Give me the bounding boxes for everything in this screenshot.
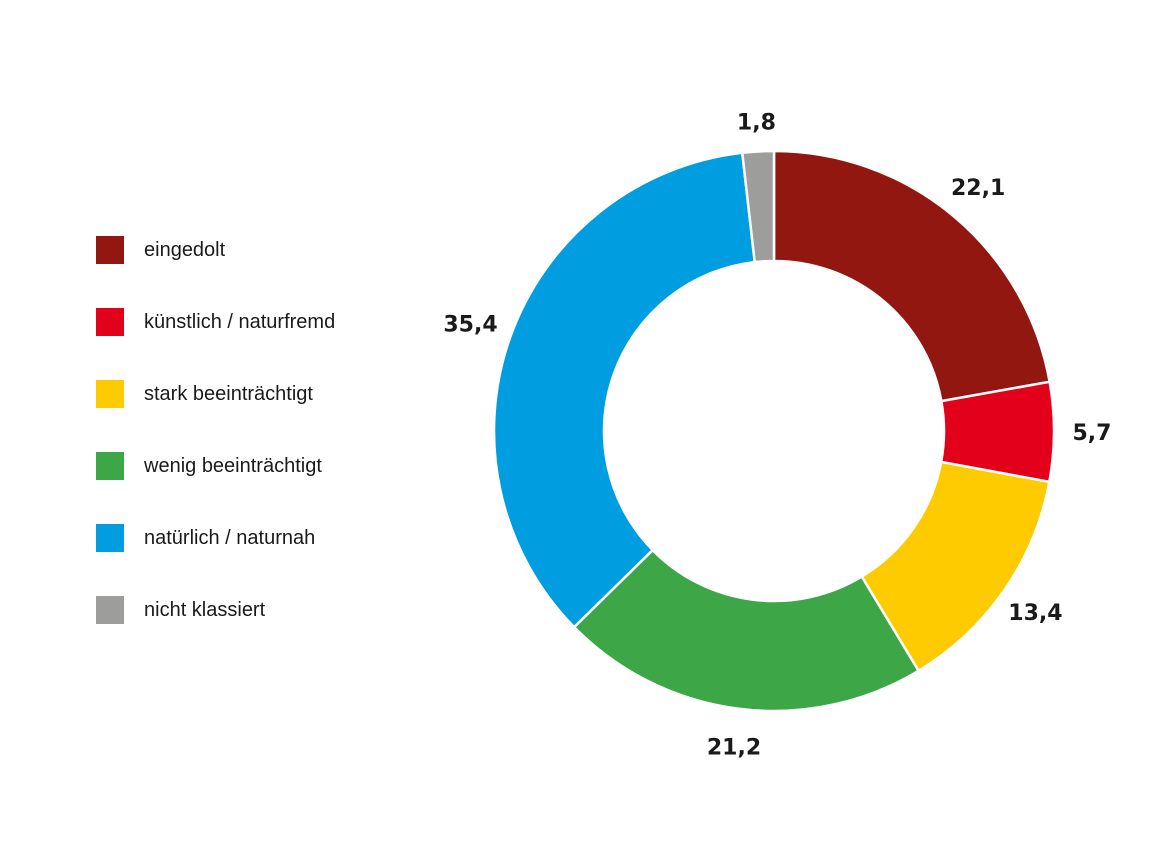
value-label: 5,7: [1073, 421, 1112, 446]
value-label: 1,8: [737, 110, 776, 135]
legend-label: wenig beeinträchtigt: [144, 454, 322, 477]
value-label: 21,2: [707, 735, 761, 760]
legend-label: eingedolt: [144, 238, 226, 261]
legend-item-wenig-beeintraechtigt: wenig beeinträchtigt: [96, 452, 322, 480]
legend-item-nicht-klassiert: nicht klassiert: [96, 596, 265, 624]
legend-item-eingedolt: eingedolt: [96, 236, 225, 264]
value-label: 35,4: [443, 312, 497, 337]
donut-segment: [772, 149, 1052, 403]
donut-segments: [492, 149, 1056, 713]
legend-swatch: [96, 452, 124, 480]
legend-label: natürlich / naturnah: [144, 526, 316, 549]
legend-label: künstlich / naturfremd: [144, 310, 336, 333]
legend-swatch: [96, 380, 124, 408]
legend-item-stark-beeintraechtigt: stark beeinträchtigt: [96, 380, 313, 408]
legend-label: stark beeinträchtigt: [144, 382, 313, 405]
donut-segment: [492, 151, 757, 629]
legend-label: nicht klassiert: [144, 598, 266, 621]
legend-item-natuerlich-naturnah: natürlich / naturnah: [96, 524, 315, 552]
value-label: 13,4: [1008, 601, 1062, 626]
value-labels: 22,1 5,7 13,4 21,2 35,4 1,8: [443, 110, 1111, 760]
legend-swatch: [96, 524, 124, 552]
legend-swatch: [96, 596, 124, 624]
legend-swatch: [96, 236, 124, 264]
legend-item-kuenstlich-naturfremd: künstlich / naturfremd: [96, 308, 335, 336]
donut-segment: [740, 149, 776, 264]
donut-segment: [572, 548, 921, 713]
value-label: 22,1: [951, 176, 1005, 201]
legend-swatch: [96, 308, 124, 336]
